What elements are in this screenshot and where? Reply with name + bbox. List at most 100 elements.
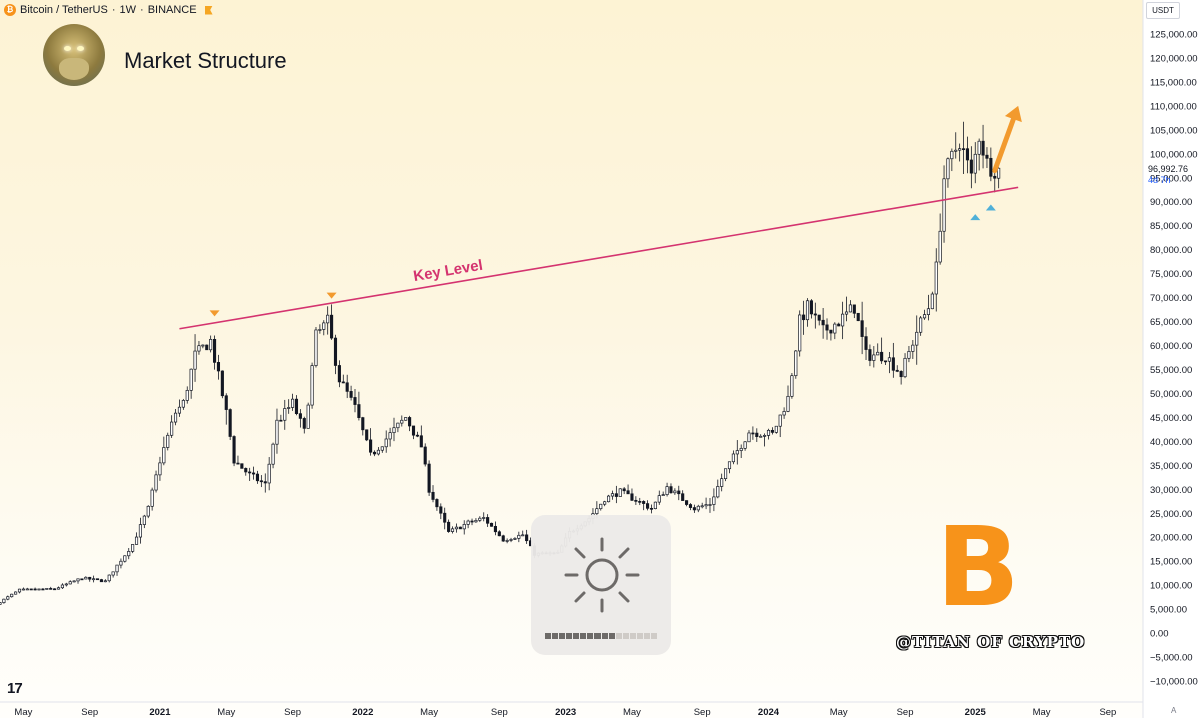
brightness-hud xyxy=(531,515,671,655)
candle-body xyxy=(903,357,907,378)
candle-body xyxy=(747,432,751,443)
interval-label[interactable]: 1W xyxy=(119,4,137,16)
candle-body xyxy=(271,443,275,465)
time-tick-label: May xyxy=(623,707,641,718)
candle-body xyxy=(677,490,681,495)
candle-body xyxy=(177,406,182,414)
candle-body xyxy=(322,322,326,330)
candle-body xyxy=(267,463,271,484)
candle-body xyxy=(809,300,813,315)
candle-body xyxy=(802,314,806,321)
candle-body xyxy=(700,505,704,508)
symbol-header[interactable]: ₿ Bitcoin / TetherUS · 1W · BINANCE xyxy=(4,3,213,17)
candle-body xyxy=(731,453,735,463)
candle-body xyxy=(283,408,287,421)
candle-body xyxy=(618,488,622,497)
time-tick-label: May xyxy=(830,707,848,718)
candle-body xyxy=(372,451,377,455)
bar-countdown: 4d 7h xyxy=(1148,175,1171,185)
candle-body xyxy=(899,371,903,378)
candle-body xyxy=(841,313,845,327)
candle-body xyxy=(681,493,685,501)
candle-body xyxy=(735,450,739,455)
time-tick-label: May xyxy=(1033,707,1051,718)
time-tick-label: Sep xyxy=(694,707,711,718)
brightness-segment xyxy=(608,633,615,639)
candle-body xyxy=(942,178,946,232)
candle-body xyxy=(158,462,162,476)
candle-body xyxy=(692,507,696,511)
price-tick-label: 90,000.00 xyxy=(1150,197,1192,208)
candle-body xyxy=(872,354,876,361)
time-tick-label: Sep xyxy=(284,707,301,718)
candle-body xyxy=(685,500,689,505)
candle-body xyxy=(197,345,201,352)
candle-body xyxy=(607,495,611,503)
candle-body xyxy=(661,494,665,496)
candle-body xyxy=(80,578,84,581)
candle-body xyxy=(291,398,295,408)
candle-body xyxy=(825,324,829,331)
candle-body xyxy=(115,564,119,573)
candle-body xyxy=(649,507,654,510)
flag-icon[interactable] xyxy=(204,5,213,15)
candle-body xyxy=(844,311,849,315)
candle-body xyxy=(181,400,185,408)
candle-body xyxy=(454,526,458,530)
candle-body xyxy=(29,588,33,591)
candle-body xyxy=(466,520,470,525)
candle-body xyxy=(985,154,989,159)
candle-body xyxy=(287,407,291,409)
time-tick-label: Sep xyxy=(897,707,914,718)
price-tick-label: 20,000.00 xyxy=(1150,533,1192,544)
candle-body xyxy=(294,398,299,415)
candle-body xyxy=(154,474,158,491)
candle-body xyxy=(915,331,919,346)
time-tick-label: 2022 xyxy=(352,707,373,718)
price-tick-label: 25,000.00 xyxy=(1150,509,1192,520)
candle-body xyxy=(599,503,603,510)
candle-body xyxy=(856,312,860,322)
candle-body xyxy=(934,261,938,295)
candle-body xyxy=(634,499,638,502)
candle-body xyxy=(56,587,61,590)
candle-body xyxy=(92,578,96,581)
candle-body xyxy=(696,505,700,511)
time-tick-label: May xyxy=(217,707,235,718)
brightness-segment xyxy=(545,633,552,639)
candle-body xyxy=(852,304,856,314)
candle-body xyxy=(474,520,478,523)
price-axis-panel xyxy=(1143,0,1200,718)
candle-body xyxy=(123,555,127,562)
brightness-segment xyxy=(580,633,587,639)
candle-body xyxy=(638,501,642,503)
candle-body xyxy=(209,338,213,351)
candle-body xyxy=(720,478,724,487)
candle-body xyxy=(345,382,349,392)
currency-selector[interactable]: USDT xyxy=(1146,2,1180,19)
candle-body xyxy=(883,360,888,363)
tradingview-logo-icon[interactable]: 17 xyxy=(7,680,23,697)
candle-body xyxy=(236,462,240,465)
candle-body xyxy=(427,463,431,493)
candle-body xyxy=(778,414,782,427)
avatar-eye xyxy=(64,46,71,51)
brightness-sun-icon xyxy=(564,537,640,613)
auto-scale-button[interactable]: A xyxy=(1171,706,1177,715)
candle-body xyxy=(310,365,314,406)
candle-body xyxy=(99,579,103,583)
candle-body xyxy=(997,167,1001,179)
candle-body xyxy=(361,417,365,431)
candle-body xyxy=(326,314,330,324)
candle-body xyxy=(435,499,439,508)
candle-body xyxy=(688,504,693,508)
candle-body xyxy=(755,432,759,437)
candle-body xyxy=(396,422,400,429)
candle-body xyxy=(146,505,150,517)
candle-body xyxy=(848,304,852,313)
candle-body xyxy=(131,544,135,552)
brightness-segment xyxy=(594,633,601,639)
brightness-segment xyxy=(615,633,622,639)
candle-body xyxy=(64,583,68,586)
